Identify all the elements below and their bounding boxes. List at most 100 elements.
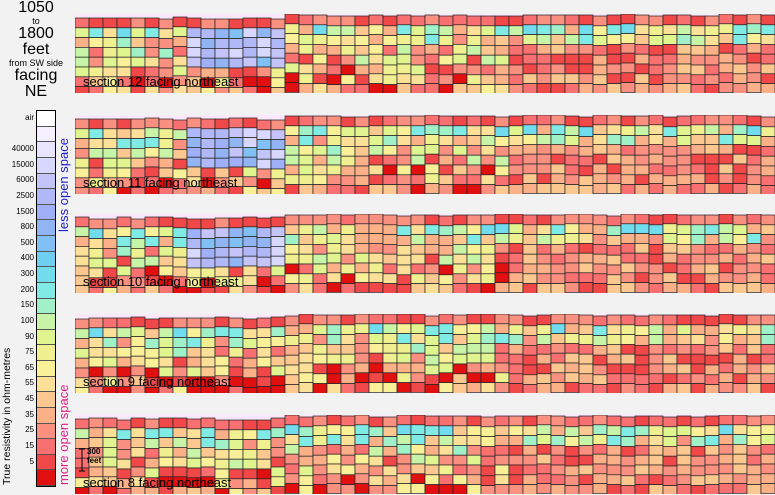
grid-cell [438,215,454,227]
grid-cell [340,273,356,284]
grid-cell [508,324,524,335]
grid-cell [466,415,482,427]
grid-cell [564,446,580,457]
grid-cell [592,354,608,366]
grid-cell [270,28,286,39]
grid-cell [620,62,636,74]
grid-cell [746,425,762,436]
grid-cell [578,272,594,283]
grid-cell [634,53,650,65]
scale-bar-line [79,448,85,472]
grid-cell [438,45,454,56]
grid-cell [200,38,216,49]
grid-cell [396,115,412,127]
grid-cell [410,283,426,293]
grid-cell [662,262,678,274]
grid-cell [704,35,720,46]
grid-cell [228,156,244,168]
grid-cell [592,224,608,235]
legend-swatch [37,204,55,221]
grid-cell [704,144,720,155]
grid-cell [746,23,762,34]
grid-cell [494,484,510,494]
grid-cell [214,128,230,139]
grid-cell [760,373,775,384]
grid-cell [340,334,356,345]
grid-cell [466,224,482,235]
grid-cell [494,382,510,393]
grid-cell [648,353,664,365]
grid-cell [494,54,510,66]
grid-cell [718,444,734,455]
grid-cell [606,235,622,246]
grid-cell [480,372,496,383]
grid-cell [396,53,412,65]
grid-cell [312,353,328,365]
grid-cell [620,485,636,494]
grid-cell [662,416,678,428]
grid-cell [312,135,328,146]
grid-cell [690,144,706,155]
grid-cell [200,437,216,448]
grid-cell [550,435,566,446]
grid-cell [396,434,412,445]
grid-cell [88,228,104,239]
grid-cell [410,263,426,275]
grid-cell [522,224,538,235]
grid-cell [186,17,202,29]
grid-cell [564,465,580,477]
grid-cell [396,343,412,354]
grid-cell [242,117,258,129]
grid-cell [606,124,622,135]
grid-cell [116,236,132,247]
grid-cell [382,64,398,76]
grid-cell [634,354,650,366]
grid-cell [354,233,370,244]
grid-cell [452,435,468,446]
grid-cell [718,153,734,165]
grid-cell [410,15,426,27]
grid-cell [382,135,398,146]
grid-cell [760,24,775,35]
grid-cell [326,483,342,494]
grid-cell [424,244,440,255]
grid-cell [760,283,775,293]
grid-cell [536,173,552,184]
grid-cell [690,134,706,145]
grid-cell [578,324,594,335]
grid-cell [102,17,118,29]
grid-cell [606,225,622,236]
grid-cell [270,236,286,247]
grid-cell [75,56,90,68]
grid-cell [284,354,300,366]
grid-cell [578,24,594,35]
grid-cell [494,45,510,56]
legend-swatch [37,454,55,471]
grid-cell [424,53,440,65]
grid-cell [102,327,118,338]
grid-cell [592,345,608,356]
grid-cell [522,415,538,427]
grid-cell [480,15,496,27]
grid-cell [480,184,496,194]
grid-cell [690,426,706,437]
grid-cell [634,145,650,156]
grid-cell [550,63,566,75]
grid-cell [550,144,566,155]
grid-cell [382,323,398,334]
grid-cell [522,283,538,293]
grid-cell [662,223,678,234]
grid-cell [466,362,482,374]
grid-cell [760,483,775,494]
legend-tick-label: 25 [25,425,34,435]
grid-cell [424,44,440,55]
grid-cell [354,272,370,283]
grid-cell [452,24,468,35]
grid-cell [634,233,650,244]
grid-cell [746,282,762,293]
grid-cell [382,333,398,344]
grid-cell [620,272,636,283]
grid-cell [704,64,720,76]
grid-cell [466,154,482,166]
grid-cell [578,314,594,326]
